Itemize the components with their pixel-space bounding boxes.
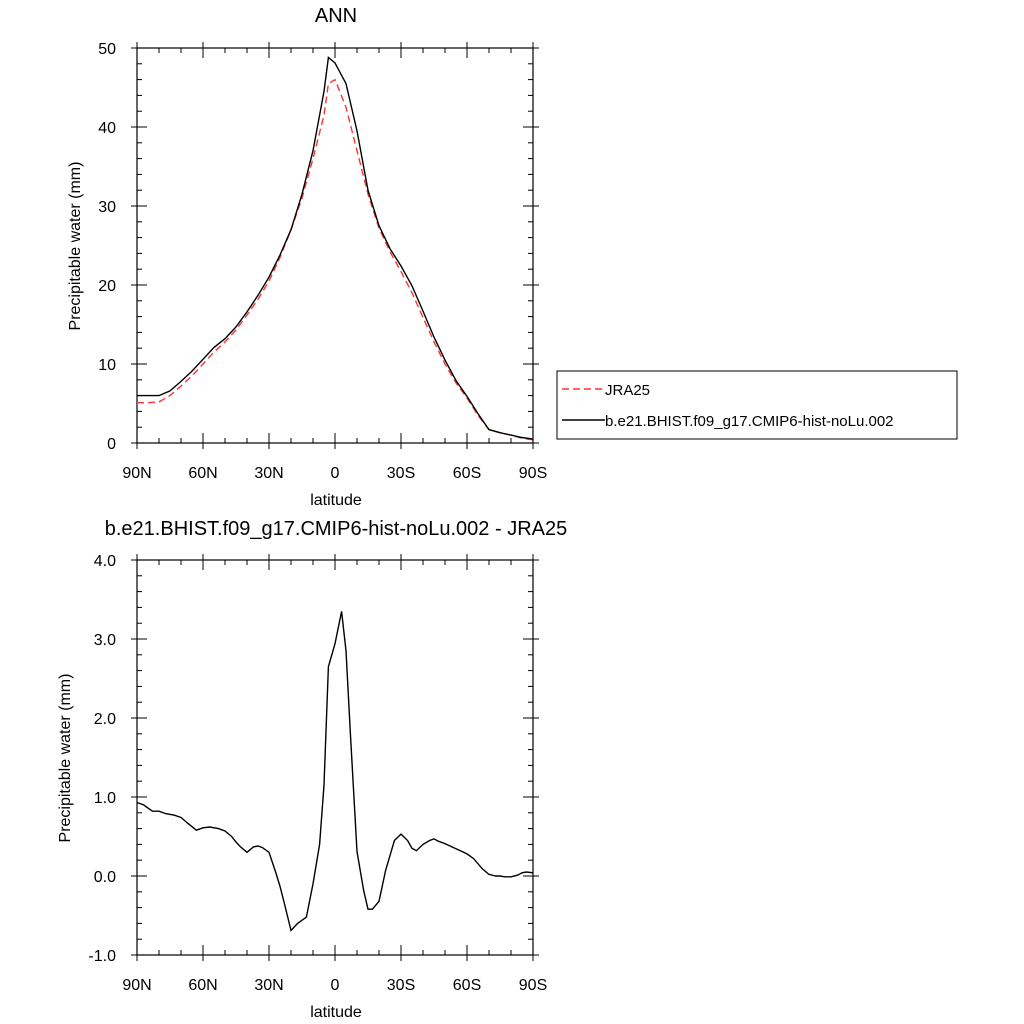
bottom-x-tick-label: 0 [331, 977, 340, 994]
bottom-plot-frame [136, 559, 534, 956]
bottom-x-tick-label: 90N [122, 977, 151, 994]
top-x-tick-label: 90N [122, 465, 151, 482]
top-x-tick-label: 60S [453, 465, 481, 482]
top-x-tick-label: 90S [519, 465, 547, 482]
bottom-x-tick-label: 60N [188, 977, 217, 994]
bottom-y-tick-label: 3.0 [94, 632, 116, 649]
top-panel: ANN 90N 60N 30N 0 30S 60S 90S 0 10 20 30… [67, 5, 547, 509]
top-x-axis-label: latitude [310, 492, 362, 509]
top-x-tick-label: 60N [188, 465, 217, 482]
top-chart-title: ANN [315, 5, 357, 27]
bottom-y-tick-label: 2.0 [94, 711, 116, 728]
legend: JRA25 b.e21.BHIST.f09_g17.CMIP6-hist-noL… [556, 370, 958, 440]
bottom-y-tick-label: 1.0 [94, 790, 116, 807]
top-y-tick-label: 40 [98, 120, 116, 137]
bottom-x-tick-label: 30S [387, 977, 415, 994]
bottom-panel: b.e21.BHIST.f09_g17.CMIP6-hist-noLu.002 … [57, 518, 567, 1021]
series-line-model [137, 56, 534, 440]
bottom-x-tick-label: 90S [519, 977, 547, 994]
series-line-difference [136, 611, 534, 932]
legend-label-jra25: JRA25 [605, 382, 650, 399]
top-y-tick-label: 10 [98, 357, 116, 374]
bottom-ticks [131, 554, 539, 961]
series-line-jra25 [137, 78, 534, 441]
top-ticks [131, 42, 539, 449]
top-x-tick-label: 0 [331, 465, 340, 482]
bottom-y-tick-label: -1.0 [88, 948, 116, 965]
bottom-y-axis-label: Precipitable water (mm) [57, 674, 74, 843]
top-x-tick-label: 30S [387, 465, 415, 482]
top-y-tick-label: 20 [98, 278, 116, 295]
bottom-chart-title: b.e21.BHIST.f09_g17.CMIP6-hist-noLu.002 … [105, 518, 567, 540]
top-y-tick-label: 0 [107, 436, 116, 453]
top-plot-frame [136, 47, 534, 444]
bottom-x-tick-label: 30N [254, 977, 283, 994]
bottom-y-tick-label: 0.0 [94, 869, 116, 886]
bottom-y-tick-label: 4.0 [94, 553, 116, 570]
legend-box [556, 370, 958, 440]
bottom-x-axis-label: latitude [310, 1004, 362, 1021]
top-y-tick-label: 30 [98, 199, 116, 216]
top-y-tick-label: 50 [98, 41, 116, 58]
top-y-axis-label: Precipitable water (mm) [67, 162, 84, 331]
bottom-x-tick-label: 60S [453, 977, 481, 994]
legend-label-model: b.e21.BHIST.f09_g17.CMIP6-hist-noLu.002 [605, 413, 894, 430]
top-x-tick-label: 30N [254, 465, 283, 482]
